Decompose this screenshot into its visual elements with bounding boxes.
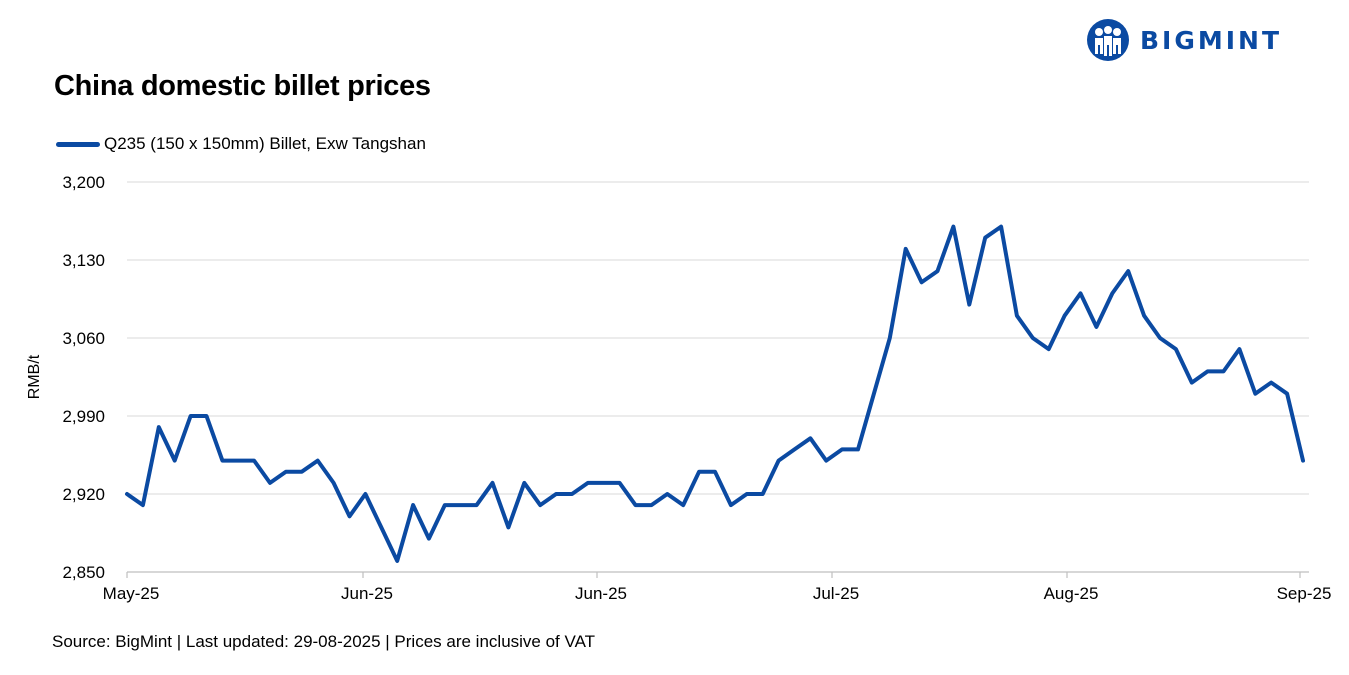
x-tick-label: Sep-25: [1277, 584, 1332, 603]
x-tick-label: Jun-25: [341, 584, 393, 603]
y-tick-label: 2,850: [62, 563, 105, 582]
x-tick-label: Aug-25: [1044, 584, 1099, 603]
x-tick-label: Jun-25: [575, 584, 627, 603]
source-note: Source: BigMint | Last updated: 29-08-20…: [52, 632, 596, 651]
chart-title: China domestic billet prices: [54, 70, 431, 102]
legend-label: Q235 (150 x 150mm) Billet, Exw Tangshan: [104, 134, 426, 153]
x-tick-label: Jul-25: [813, 584, 859, 603]
y-tick-label: 2,920: [62, 485, 105, 504]
series-line: [125, 224, 1305, 563]
y-tick-label: 2,990: [62, 407, 105, 426]
brand-logo: BIGMINT: [1086, 18, 1282, 62]
y-tick-label: 3,130: [62, 251, 105, 270]
bigmint-logo-icon: [1087, 19, 1129, 61]
x-tick-label: May-25: [103, 584, 160, 603]
brand-name: BIGMINT: [1140, 25, 1283, 55]
y-tick-label: 3,200: [62, 173, 105, 192]
chart-legend: Q235 (150 x 150mm) Billet, Exw Tangshan: [56, 134, 426, 154]
legend-swatch: [56, 141, 100, 147]
y-tick-label: 3,060: [62, 329, 105, 348]
y-axis-label: RMB/t: [26, 354, 43, 399]
